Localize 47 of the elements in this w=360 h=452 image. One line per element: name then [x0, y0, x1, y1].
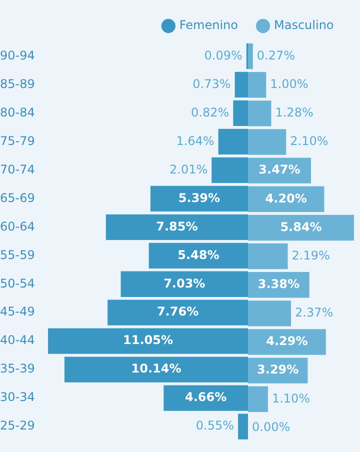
data-label: 11.05% — [123, 333, 173, 348]
data-label: 2.01% — [169, 162, 208, 176]
data-label: 2.10% — [290, 134, 328, 148]
y-tick-label: 70-74 — [0, 162, 35, 176]
y-tick-label: 90-94 — [0, 48, 35, 62]
data-label: 7.76% — [156, 304, 199, 319]
bar — [248, 386, 268, 412]
y-tick-label: 60-64 — [0, 219, 35, 234]
data-label: 3.29% — [257, 362, 299, 377]
y-tick-label: 50-54 — [0, 276, 35, 290]
data-label: 1.10% — [272, 391, 310, 406]
legend-label: Masculino — [274, 18, 334, 32]
y-tick-label: 45-49 — [0, 304, 35, 319]
data-label: 0.55% — [196, 418, 234, 433]
y-tick-label: 80-84 — [0, 105, 35, 120]
data-label: 10.14% — [131, 362, 182, 376]
data-label: 2.37% — [295, 306, 334, 320]
y-tick-label: 25-29 — [0, 418, 35, 433]
y-tick-label: 65-69 — [0, 190, 35, 205]
data-label: 5.39% — [178, 190, 220, 205]
y-tick-label: 30-34 — [0, 390, 35, 404]
data-label: 0.00% — [252, 420, 290, 434]
data-label: 4.20% — [265, 191, 307, 206]
data-label: 1.00% — [270, 76, 308, 91]
data-label: 4.29% — [266, 334, 308, 348]
data-label: 0.73% — [192, 76, 231, 91]
data-label: 3.38% — [258, 276, 300, 291]
bar — [238, 414, 248, 440]
y-tick-label: 35-39 — [0, 362, 35, 376]
data-label: 7.85% — [156, 219, 198, 234]
data-label: 0.09% — [204, 48, 242, 62]
data-label: 0.27% — [256, 48, 296, 62]
y-tick-label: 55-59 — [0, 248, 35, 262]
data-label: 2.19% — [292, 248, 330, 262]
data-label: 5.48% — [178, 248, 220, 262]
y-tick-label: 85-89 — [0, 76, 35, 91]
data-label: 1.28% — [275, 106, 314, 120]
data-label: 4.66% — [185, 390, 227, 404]
data-label: 3.47% — [258, 162, 300, 177]
y-tick-label: 40-44 — [0, 333, 35, 348]
data-label: 7.03% — [164, 276, 206, 290]
y-tick-label: 75-79 — [0, 134, 35, 148]
data-label: 1.64% — [176, 134, 214, 148]
legend-label: Femenino — [179, 18, 238, 32]
bar — [248, 300, 292, 326]
data-label: 5.84% — [280, 220, 322, 234]
data-label: 0.82% — [191, 105, 230, 120]
